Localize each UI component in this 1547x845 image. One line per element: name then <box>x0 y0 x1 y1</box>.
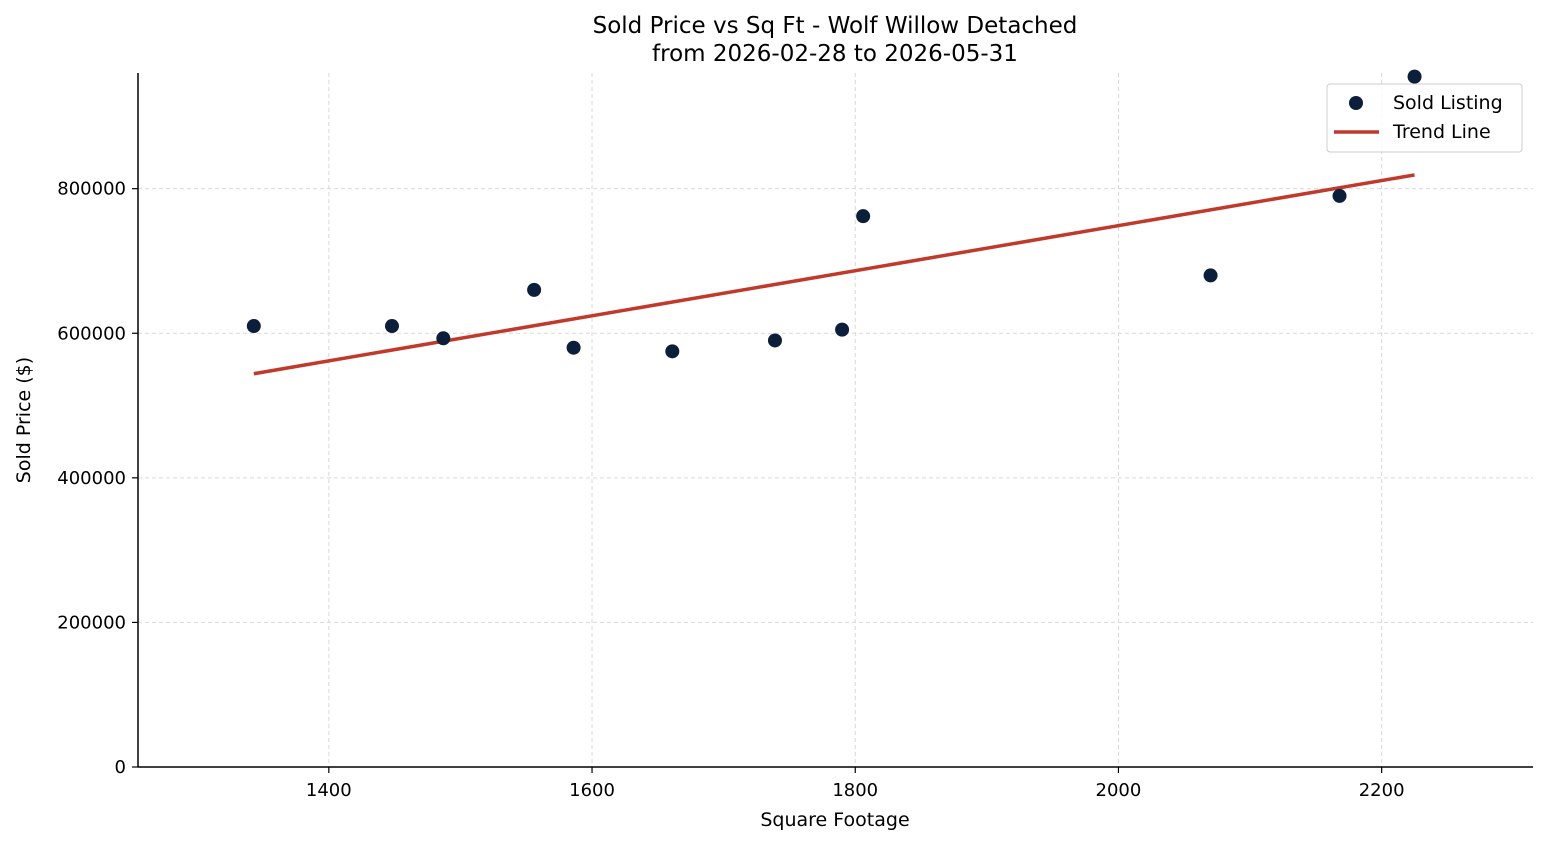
legend-label-trend-line: Trend Line <box>1392 121 1491 143</box>
trend-line <box>253 173 1415 376</box>
data-point <box>566 340 581 355</box>
x-tick-label: 2200 <box>1359 780 1405 801</box>
legend: Sold Listing Trend Line <box>1326 83 1523 153</box>
x-tick-label: 1600 <box>569 780 615 801</box>
legend-marker-sold-listing <box>1349 96 1363 110</box>
data-point <box>384 319 399 334</box>
grid-lines <box>138 73 1533 767</box>
legend-box <box>1326 83 1523 153</box>
data-point <box>856 209 871 224</box>
data-point <box>1203 268 1218 283</box>
data-point <box>246 319 261 334</box>
data-points-layer <box>246 69 1422 359</box>
y-axis-label: Sold Price ($) <box>13 357 35 483</box>
chart-title-line1: Sold Price vs Sq Ft - Wolf Willow Detach… <box>593 13 1078 39</box>
data-point <box>665 344 680 359</box>
x-axis-label: Square Footage <box>760 809 909 831</box>
x-tick-label: 1400 <box>306 780 352 801</box>
chart-title-line2: from 2026-02-28 to 2026-05-31 <box>652 41 1018 67</box>
data-point <box>767 333 782 348</box>
y-ticks: 0 200000 400000 600000 800000 <box>57 179 138 778</box>
y-tick-label: 200000 <box>57 612 126 633</box>
data-point <box>1407 69 1422 84</box>
y-tick-label: 800000 <box>57 179 126 200</box>
trend-line-layer <box>253 173 1415 376</box>
y-tick-label: 400000 <box>57 468 126 489</box>
legend-label-sold-listing: Sold Listing <box>1393 92 1503 114</box>
x-tick-label: 2000 <box>1096 780 1142 801</box>
y-tick-label: 600000 <box>57 323 126 344</box>
data-point <box>1332 188 1347 203</box>
x-tick-label: 1800 <box>832 780 878 801</box>
data-point <box>436 331 451 346</box>
data-point <box>835 322 850 337</box>
y-tick-label: 0 <box>115 757 126 778</box>
x-ticks: 1400 1600 1800 2000 2200 <box>306 767 1405 801</box>
data-point <box>527 282 542 297</box>
